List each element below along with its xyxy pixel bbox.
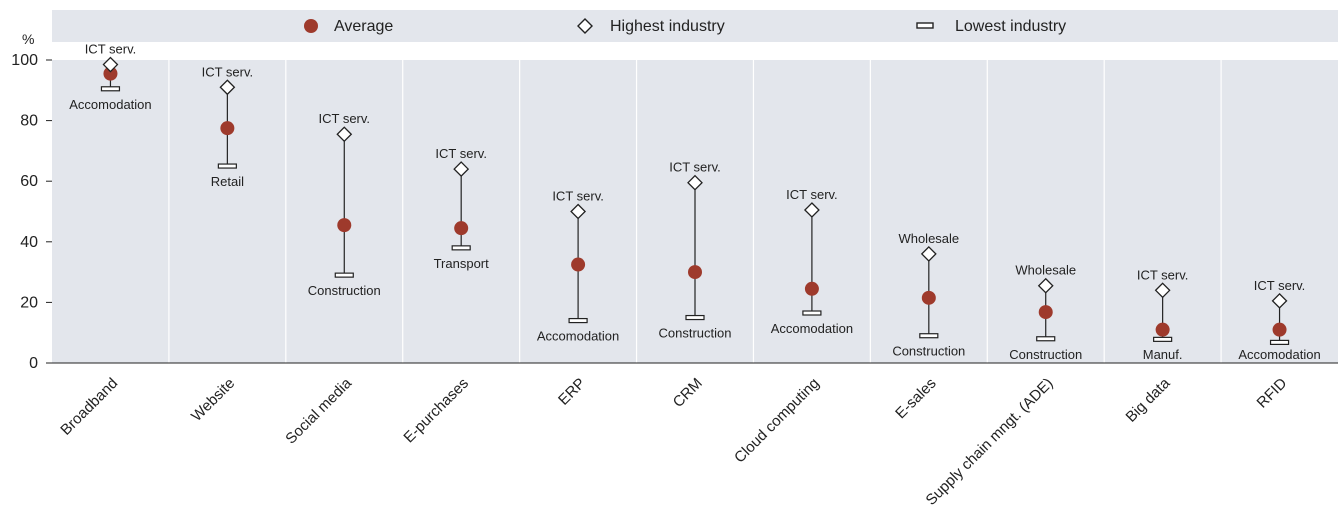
- lowest-marker: [919, 333, 939, 339]
- lowest-marker: [100, 86, 121, 92]
- category-label: CRM: [670, 375, 706, 411]
- highest-marker: [1271, 292, 1288, 309]
- average-marker: [921, 290, 936, 305]
- highest-industry-label: ICT serv.: [1137, 267, 1189, 282]
- highest-industry-label: Wholesale: [1015, 263, 1076, 278]
- highest-marker: [336, 126, 353, 143]
- category-label: Social media: [282, 374, 355, 447]
- lowest-industry-markers: [100, 86, 1290, 345]
- average-marker: [1155, 322, 1170, 337]
- highest-marker: [570, 203, 587, 220]
- average-marker: [454, 221, 469, 236]
- average-marker: [103, 66, 118, 81]
- highest-marker: [803, 202, 820, 218]
- lowest-industry-label: Manuf.: [1143, 347, 1183, 362]
- category-label: RFID: [1254, 375, 1291, 412]
- average-marker: [337, 218, 352, 233]
- highest-industry-label: ICT serv.: [1254, 278, 1306, 293]
- legend: Average Highest industry Lowest industry: [304, 18, 1066, 35]
- lowest-industry-label: Accomodation: [69, 97, 151, 112]
- average-marker: [1272, 322, 1287, 337]
- y-tick-label: 100: [11, 52, 38, 69]
- category-label: Cloud computing: [731, 375, 823, 467]
- average-marker: [220, 121, 235, 136]
- legend-highest-marker: [577, 18, 593, 34]
- industry-annotations: ICT serv. Accomodation ICT serv. Retail ICT …: [69, 42, 1320, 362]
- lowest-marker: [217, 163, 237, 169]
- lowest-marker: [334, 272, 354, 278]
- highest-industry-label: ICT serv.: [786, 187, 838, 202]
- lowest-marker: [802, 310, 822, 316]
- lowest-marker: [1036, 336, 1056, 342]
- y-tick-label: 80: [20, 113, 38, 130]
- average-marker: [804, 281, 819, 296]
- average-marker: [688, 265, 702, 280]
- lowest-industry-label: Construction: [659, 326, 732, 341]
- average-marker: [571, 257, 586, 272]
- highest-marker: [102, 56, 119, 73]
- legend-background: [52, 10, 1338, 42]
- y-tick-label: 40: [20, 234, 38, 251]
- lowest-industry-label: Transport: [434, 256, 490, 271]
- highest-marker: [219, 79, 236, 96]
- highest-industry-label: ICT serv.: [85, 42, 137, 57]
- category-label: E-purchases: [400, 375, 472, 447]
- category-label: ERP: [555, 375, 589, 409]
- highest-marker: [1037, 277, 1054, 294]
- legend-lowest-marker: [916, 22, 934, 29]
- lowest-marker: [568, 317, 588, 324]
- lowest-industry-label: Accomodation: [537, 329, 619, 344]
- highest-industry-label: Wholesale: [898, 231, 959, 246]
- highest-industry-label: ICT serv.: [435, 146, 487, 161]
- category-label: Website: [188, 375, 238, 425]
- y-tick-label: 60: [20, 173, 38, 190]
- highest-marker: [453, 161, 470, 177]
- category-separators: [168, 60, 1222, 363]
- category-label: Broadband: [57, 375, 121, 439]
- lowest-industry-label: Construction: [1009, 347, 1082, 362]
- legend-average-marker: [304, 19, 318, 33]
- highest-industry-label: ICT serv.: [669, 160, 721, 175]
- highest-industry-label: ICT serv.: [552, 189, 604, 204]
- y-tick-label: 0: [29, 355, 38, 372]
- legend-lowest-label: Lowest industry: [955, 18, 1066, 35]
- average-marker: [1038, 305, 1053, 320]
- category-label: E-sales: [892, 375, 939, 422]
- category-label: Supply chain mngt. (ADE): [923, 375, 1057, 509]
- highest-industry-label: ICT serv.: [202, 64, 254, 79]
- lowest-marker: [1269, 339, 1290, 345]
- highest-industry-label: ICT serv.: [319, 111, 371, 126]
- legend-average-label: Average: [334, 18, 393, 35]
- lowest-marker: [451, 245, 471, 251]
- lowest-marker: [685, 314, 705, 321]
- legend-highest-label: Highest industry: [610, 18, 725, 35]
- highest-industry-markers: [102, 56, 1288, 309]
- average-markers: [103, 66, 1287, 337]
- highest-marker: [920, 246, 937, 262]
- lowest-industry-label: Accomodation: [771, 321, 853, 336]
- lowest-marker: [1153, 336, 1173, 342]
- highest-marker: [1154, 282, 1171, 299]
- category-labels: Broadband Website Social media E-purchases E…: [57, 374, 1290, 509]
- y-tick-label: 20: [20, 294, 38, 311]
- lowest-industry-label: Construction: [892, 344, 965, 359]
- highest-marker: [687, 174, 703, 191]
- y-axis-ticks: 0 20 40 60 80 100: [11, 52, 52, 372]
- lowest-industry-label: Construction: [308, 283, 381, 298]
- category-label: Big data: [1123, 374, 1174, 425]
- lowest-industry-label: Retail: [211, 174, 244, 189]
- lowest-industry-label: Accomodation: [1238, 347, 1320, 362]
- y-axis-unit: %: [22, 31, 34, 47]
